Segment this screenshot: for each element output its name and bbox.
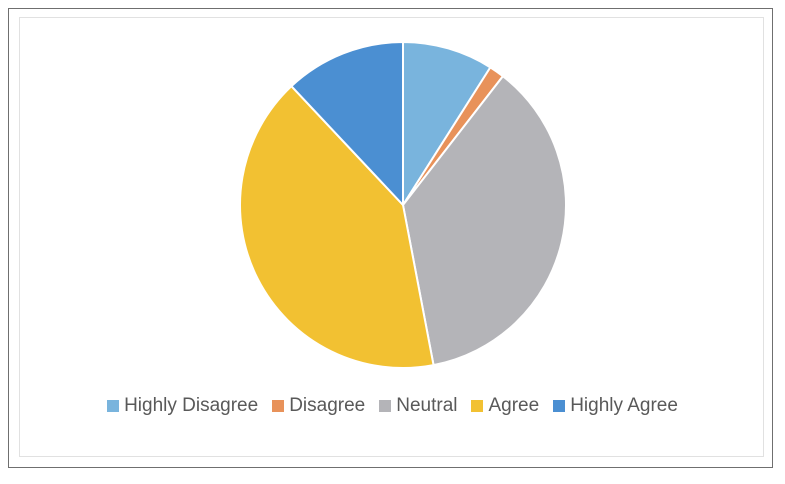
legend-label-disagree: Disagree [289,395,366,416]
chart-area [19,17,764,457]
legend-item-agree: Agree [471,395,539,417]
legend-item-highly-disagree: Highly Disagree [107,395,258,417]
legend-item-disagree: Disagree [272,395,365,417]
legend-swatch-highly-disagree [107,400,120,412]
legend-label-agree: Agree [488,395,540,416]
pie-slice-neutral [401,74,567,367]
legend-label-neutral: Neutral [396,395,458,416]
legend-swatch-highly-agree [553,400,566,412]
pie-slice-agree [239,84,435,369]
legend-swatch-disagree [272,400,285,412]
chart-legend: Highly Disagree Disagree Neutral Agree Highl… [0,395,785,417]
pie-slice-highly-agree [290,40,404,208]
legend-label-highly-disagree: Highly Disagree [124,395,259,416]
pie-slice-highly-disagree [402,40,492,209]
legend-label-highly-agree: Highly Agree [570,395,678,416]
legend-item-highly-agree: Highly Agree [553,395,678,417]
legend-swatch-agree [471,400,484,412]
legend-swatch-neutral [379,400,392,412]
legend-item-neutral: Neutral [379,395,457,417]
